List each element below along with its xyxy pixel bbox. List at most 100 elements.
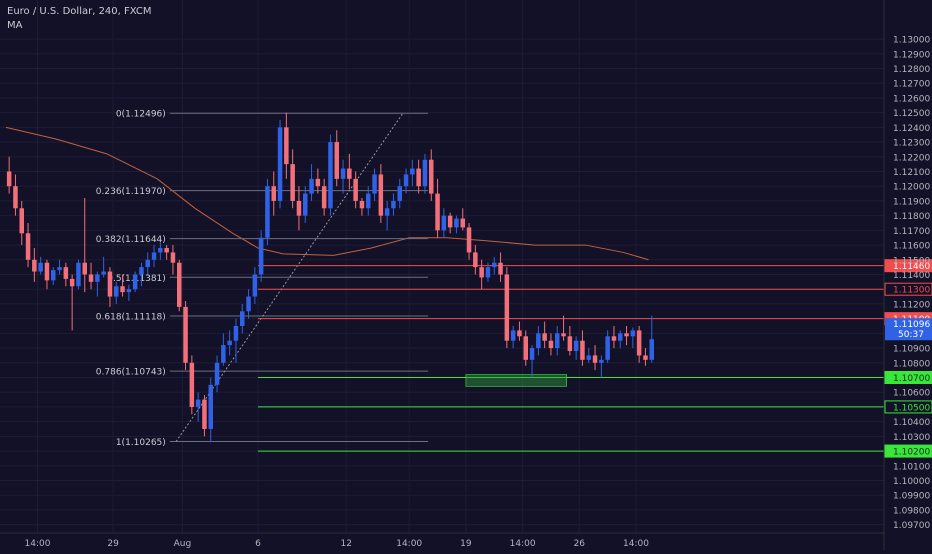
price-tick-label: 1.11600 [893, 242, 930, 252]
price-tick-label: 1.12600 [893, 94, 930, 104]
time-axis[interactable]: 14:00 29 Aug 6 12 14:00 19 14:00 26 14:00 [0, 532, 884, 549]
candle-body [391, 200, 396, 209]
candle-body [183, 306, 188, 363]
candle-body [38, 262, 43, 272]
candle-body [13, 186, 18, 209]
candle-body [63, 267, 69, 279]
candle-body [158, 248, 163, 253]
candle-body [328, 142, 333, 209]
level-price-label: 1.11300 [893, 286, 930, 296]
price-axis[interactable]: 1.13000 1.12900 1.12800 1.12700 1.12600 1.125… [883, 0, 932, 550]
candle-body [441, 215, 447, 231]
candle-body [303, 193, 308, 216]
candle-body [151, 252, 157, 260]
candle-body [107, 271, 113, 297]
candle-body [359, 200, 365, 209]
candle-body [95, 274, 100, 282]
candle-body [605, 336, 610, 360]
candle-body [233, 326, 239, 341]
price-tick-label: 1.11800 [893, 212, 930, 222]
candle-body [82, 262, 87, 275]
price-tick-label: 1.11400 [893, 271, 930, 281]
candle-body [473, 252, 478, 268]
candle-body [447, 215, 453, 228]
candle-body [221, 345, 226, 363]
candle-body [586, 355, 591, 360]
price-tick-label: 1.12700 [893, 80, 930, 90]
candle-body [378, 174, 384, 216]
candle-body [271, 186, 276, 201]
fib-level-label: 0.786(1.10743) [96, 368, 166, 378]
price-tick-label: 1.12800 [893, 65, 930, 75]
candle-body [435, 193, 440, 231]
moving-average-line [5, 126, 649, 261]
time-tick-label: 14:00 [396, 539, 422, 549]
level-price-label: 1.10700 [893, 374, 930, 384]
indicator-label: MA [7, 20, 23, 31]
candle-body [384, 208, 390, 216]
price-tick-label: 1.11700 [893, 227, 930, 237]
candle-body [208, 384, 213, 429]
candle-body [611, 336, 617, 341]
price-tick-label: 1.12300 [893, 139, 930, 149]
level-price-tag [884, 282, 932, 296]
candle-body [397, 186, 402, 201]
candle-body [592, 355, 598, 363]
fib-level-label: 0.236(1.11970) [96, 187, 166, 197]
candle-body [25, 233, 31, 260]
candle-body [347, 168, 352, 179]
candle-body [145, 259, 150, 268]
level-price-label: 1.11460 [893, 262, 930, 272]
level-price-tag [884, 400, 932, 414]
candle-body [561, 333, 566, 337]
price-tick-label: 1.12100 [893, 168, 930, 178]
candle-body [366, 193, 371, 209]
candle-body [548, 340, 554, 349]
candle-body [290, 164, 295, 201]
support-zone-box[interactable] [465, 374, 567, 387]
candle-body [57, 267, 62, 271]
candle-body [265, 186, 270, 238]
candle-body [246, 296, 251, 312]
candle-body [353, 178, 358, 201]
price-tick-label: 1.10000 [893, 477, 930, 487]
price-tick-label: 1.09900 [893, 492, 930, 502]
candle-body [126, 289, 132, 293]
last-price-label: 1.11096 [893, 320, 930, 330]
candle-body [69, 278, 75, 287]
candle-body [624, 333, 629, 337]
price-tick-label: 1.12400 [893, 124, 930, 134]
candle-body [195, 399, 201, 407]
fib-level-label: 0(1.12496) [116, 110, 166, 120]
candle-body [114, 286, 119, 297]
candle-body [177, 262, 182, 307]
candle-body [372, 174, 377, 194]
candle-body [567, 336, 573, 352]
fibonacci-retracement[interactable]: 0(1.12496) 0.236(1.11970) 0.382(1.11644) 0.… [96, 110, 429, 448]
price-tick-label: 1.10900 [893, 345, 930, 355]
fib-trend-line [175, 112, 404, 442]
candle-body [120, 286, 125, 293]
price-tick-label: 1.13000 [893, 36, 930, 46]
candle-body [403, 174, 409, 187]
level-price-tag [884, 371, 932, 384]
candle-body [618, 333, 623, 341]
candle-body [240, 311, 245, 326]
candle-body [410, 168, 415, 175]
candle-body [340, 168, 346, 179]
bar-countdown-label: 50:37 [898, 330, 924, 340]
level-price-tag [884, 259, 932, 273]
support-zone[interactable] [465, 374, 567, 387]
candle-body [139, 267, 144, 275]
candle-body [517, 330, 522, 337]
last-price-tag[interactable] [885, 318, 932, 341]
price-tick-label: 1.10800 [893, 359, 930, 369]
level-price-label: 1.10500 [893, 403, 930, 413]
fib-level-label: 1(1.10265) [116, 438, 166, 448]
moving-average [5, 126, 649, 261]
candle-body [32, 259, 37, 272]
fib-level-label: 0.382(1.11644) [96, 235, 166, 245]
candle-body [315, 178, 321, 187]
